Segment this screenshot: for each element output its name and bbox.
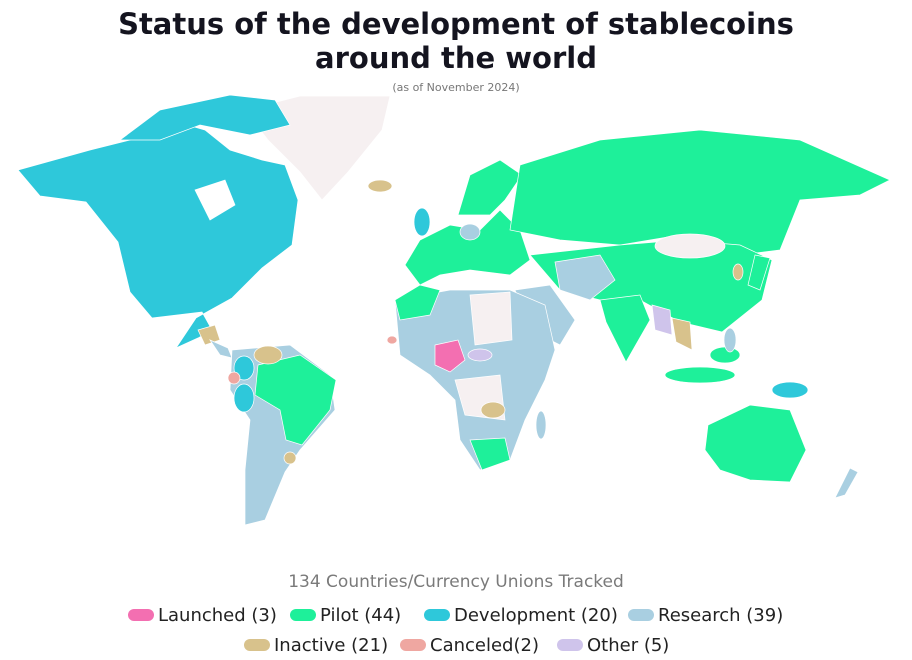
- region: [834, 467, 859, 499]
- region: [254, 354, 337, 446]
- region: [227, 371, 241, 385]
- legend-label: Other (5): [587, 635, 669, 656]
- world-map: [17, 94, 891, 526]
- title: Status of the development of stablecoins: [118, 7, 794, 41]
- region: [457, 159, 523, 216]
- region: [509, 129, 891, 256]
- region: [386, 335, 398, 345]
- legend-swatch: [244, 639, 270, 651]
- region: [467, 348, 493, 362]
- title: around the world: [315, 41, 597, 75]
- region: [367, 179, 393, 193]
- region: [480, 401, 506, 419]
- region: [664, 366, 736, 384]
- legend-swatch: [628, 609, 654, 621]
- region: [732, 263, 744, 281]
- region: [771, 381, 809, 399]
- legend-label: Canceled(2): [430, 635, 539, 656]
- region: [209, 339, 233, 359]
- region: [469, 437, 511, 471]
- subtitle: (as of November 2024): [392, 81, 519, 94]
- legend-swatch: [557, 639, 583, 651]
- region: [747, 254, 771, 291]
- legend-title: 134 Countries/Currency Unions Tracked: [288, 572, 624, 592]
- legend-label: Inactive (21): [274, 635, 388, 656]
- region: [17, 119, 299, 349]
- region: [459, 223, 481, 241]
- region: [535, 410, 547, 440]
- legend-label: Research (39): [658, 605, 783, 626]
- region: [233, 383, 255, 413]
- region: [654, 233, 726, 259]
- region: [671, 317, 693, 351]
- region: [283, 451, 297, 465]
- region: [709, 346, 741, 364]
- region: [434, 339, 466, 373]
- region: [404, 209, 531, 286]
- region: [704, 404, 807, 483]
- region: [253, 345, 283, 365]
- legend-label: Pilot (44): [320, 605, 401, 626]
- legend-swatch: [400, 639, 426, 651]
- legend-label: Development (20): [454, 605, 618, 626]
- region: [233, 355, 255, 381]
- region: [394, 284, 441, 321]
- legend-swatch: [128, 609, 154, 621]
- legend-swatch: [424, 609, 450, 621]
- region: [723, 327, 737, 353]
- region: [599, 294, 651, 363]
- region: [554, 254, 616, 301]
- region: [469, 291, 513, 346]
- region: [413, 207, 431, 237]
- region: [118, 94, 291, 141]
- legend-label: Launched (3): [158, 605, 277, 626]
- bay: [194, 179, 236, 221]
- legend: Launched (3) Pilot (44) Development (20) Re…: [128, 605, 783, 656]
- legend-swatch: [290, 609, 316, 621]
- region: [651, 304, 673, 336]
- region: [197, 324, 221, 346]
